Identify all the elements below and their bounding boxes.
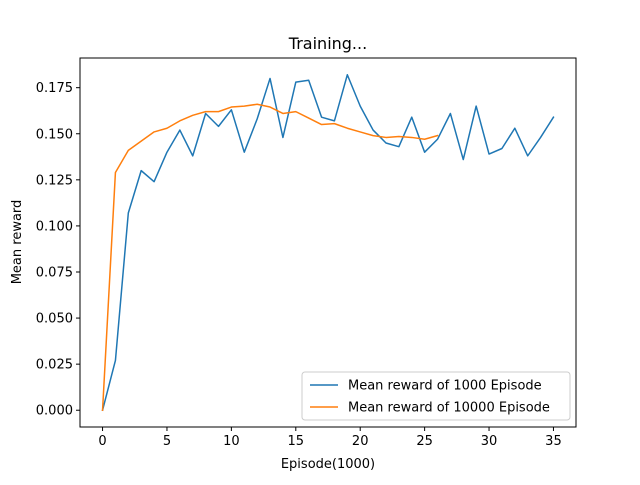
x-tick-label: 10	[223, 434, 240, 449]
x-tick-label: 20	[352, 434, 369, 449]
y-tick-label: 0.150	[36, 127, 73, 142]
y-tick-label: 0.175	[36, 81, 73, 96]
x-tick-label: 15	[288, 434, 305, 449]
y-tick-label: 0.000	[36, 404, 73, 419]
x-tick-label: 0	[98, 434, 106, 449]
y-tick-label: 0.025	[36, 358, 73, 373]
x-tick-label: 30	[481, 434, 498, 449]
x-tick-label: 5	[163, 434, 171, 449]
chart-title: Training...	[288, 34, 367, 53]
y-tick-label: 0.050	[36, 312, 73, 327]
x-axis-label: Episode(1000)	[281, 457, 375, 472]
legend: Mean reward of 1000 Episode Mean reward …	[302, 372, 570, 420]
x-tick-label: 25	[416, 434, 433, 449]
y-tick-label: 0.100	[36, 219, 73, 234]
legend-label-10000-episode: Mean reward of 10000 Episode	[348, 401, 550, 416]
y-tick-label: 0.125	[36, 173, 73, 188]
x-tick-label: 35	[545, 434, 562, 449]
y-tick-label: 0.075	[36, 265, 73, 280]
y-axis-label: Mean reward	[10, 200, 25, 285]
legend-label-1000-episode: Mean reward of 1000 Episode	[348, 379, 542, 394]
